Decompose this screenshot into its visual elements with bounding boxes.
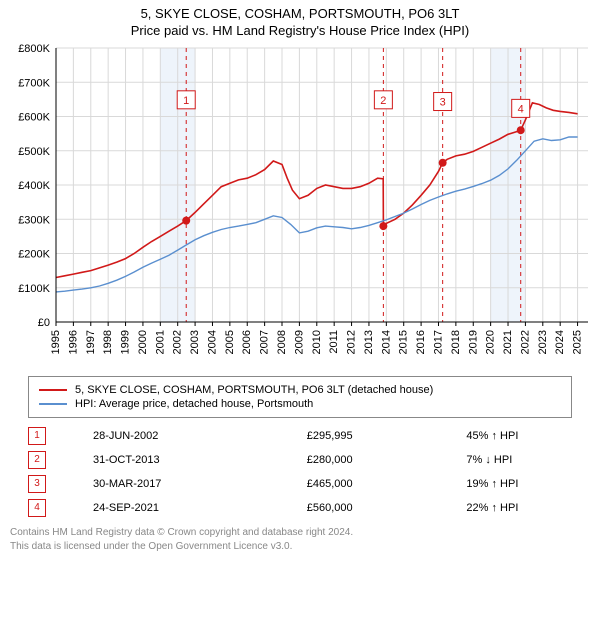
x-tick-label: 2008 [276,330,288,354]
x-tick-label: 2012 [346,330,358,354]
x-tick-label: 1995 [50,330,62,354]
row-pct: 45% ↑ HPI [466,424,572,448]
x-tick-label: 1996 [67,330,79,354]
x-tick-label: 2018 [450,330,462,354]
legend-swatch [39,403,67,405]
x-tick-label: 2002 [172,330,184,354]
x-tick-label: 2023 [537,330,549,354]
chart: £0 £100K £200K £300K £400K £500K £600K £700K £80… [0,40,600,370]
transaction-dot [517,126,525,134]
row-pct: 19% ↑ HPI [466,472,572,496]
x-tick-label: 2006 [241,330,253,354]
x-tick-label: 2025 [572,330,584,354]
row-price: £295,995 [307,424,467,448]
x-tick-label: 2007 [259,330,271,354]
transaction-marker-number: 1 [183,95,189,107]
footer-line-1: Contains HM Land Registry data © Crown c… [10,526,590,540]
table-row: 1 28-JUN-2002£295,99545% ↑ HPI [28,424,572,448]
x-tick-label: 1998 [102,330,114,354]
y-tick-label: £200K [18,249,50,261]
row-marker: 3 [28,475,46,493]
transaction-marker-number: 4 [518,103,524,115]
legend-item: HPI: Average price, detached house, Port… [39,397,561,411]
y-tick-label: £800K [18,43,50,55]
x-tick-label: 1997 [85,330,97,354]
legend-label: HPI: Average price, detached house, Port… [75,398,313,410]
x-tick-label: 2016 [415,330,427,354]
x-tick-label: 2022 [519,330,531,354]
x-tick-label: 2017 [432,330,444,354]
x-tick-label: 2024 [554,330,566,354]
row-price: £465,000 [307,472,467,496]
x-tick-label: 2011 [328,330,340,354]
row-marker: 2 [28,451,46,469]
table-row: 2 31-OCT-2013£280,0007% ↓ HPI [28,448,572,472]
x-tick-label: 2004 [206,330,218,354]
row-marker: 4 [28,499,46,517]
row-pct: 22% ↑ HPI [466,496,572,520]
x-tick-label: 2019 [467,330,479,354]
y-tick-label: £0 [38,317,50,329]
x-tick-label: 2013 [363,330,375,354]
y-tick-label: £100K [18,283,50,295]
table-row: 4 24-SEP-2021£560,00022% ↑ HPI [28,496,572,520]
x-tick-label: 2001 [154,330,166,354]
y-tick-label: £300K [18,214,50,226]
x-tick-label: 2000 [137,330,149,354]
footer: Contains HM Land Registry data © Crown c… [10,526,590,553]
x-tick-label: 2010 [311,330,323,354]
title-line-2: Price paid vs. HM Land Registry's House … [4,23,596,38]
title-block: 5, SKYE CLOSE, COSHAM, PORTSMOUTH, PO6 3… [0,0,600,40]
x-tick-label: 2015 [398,330,410,354]
chart-svg: £0 £100K £200K £300K £400K £500K £600K £700K £80… [0,40,600,370]
legend-label: 5, SKYE CLOSE, COSHAM, PORTSMOUTH, PO6 3… [75,384,433,396]
row-price: £280,000 [307,448,467,472]
legend-swatch [39,389,67,391]
x-tick-label: 2014 [380,330,392,354]
table-row: 3 30-MAR-2017£465,00019% ↑ HPI [28,472,572,496]
y-tick-label: £700K [18,77,50,89]
x-tick-label: 2005 [224,330,236,354]
legend-item: 5, SKYE CLOSE, COSHAM, PORTSMOUTH, PO6 3… [39,383,561,397]
x-tick-label: 2003 [189,330,201,354]
legend: 5, SKYE CLOSE, COSHAM, PORTSMOUTH, PO6 3… [28,376,572,418]
transaction-marker-number: 2 [380,95,386,107]
x-tick-label: 2020 [485,330,497,354]
transaction-dot [379,222,387,230]
row-price: £560,000 [307,496,467,520]
transaction-marker-number: 3 [440,97,446,109]
transaction-dot [439,159,447,167]
row-date: 28-JUN-2002 [93,424,307,448]
row-date: 30-MAR-2017 [93,472,307,496]
row-date: 31-OCT-2013 [93,448,307,472]
row-marker: 1 [28,427,46,445]
x-tick-label: 2009 [293,330,305,354]
figure: 5, SKYE CLOSE, COSHAM, PORTSMOUTH, PO6 3… [0,0,600,553]
x-tick-label: 1999 [120,330,132,354]
y-tick-label: £600K [18,112,50,124]
footer-line-2: This data is licensed under the Open Gov… [10,540,590,554]
x-tick-label: 2021 [502,330,514,354]
row-pct: 7% ↓ HPI [466,448,572,472]
row-date: 24-SEP-2021 [93,496,307,520]
y-tick-label: £500K [18,146,50,158]
title-line-1: 5, SKYE CLOSE, COSHAM, PORTSMOUTH, PO6 3… [4,6,596,21]
y-tick-label: £400K [18,180,50,192]
transactions-table: 1 28-JUN-2002£295,99545% ↑ HPI 2 31-OCT-201… [28,424,572,520]
transaction-dot [182,217,190,225]
